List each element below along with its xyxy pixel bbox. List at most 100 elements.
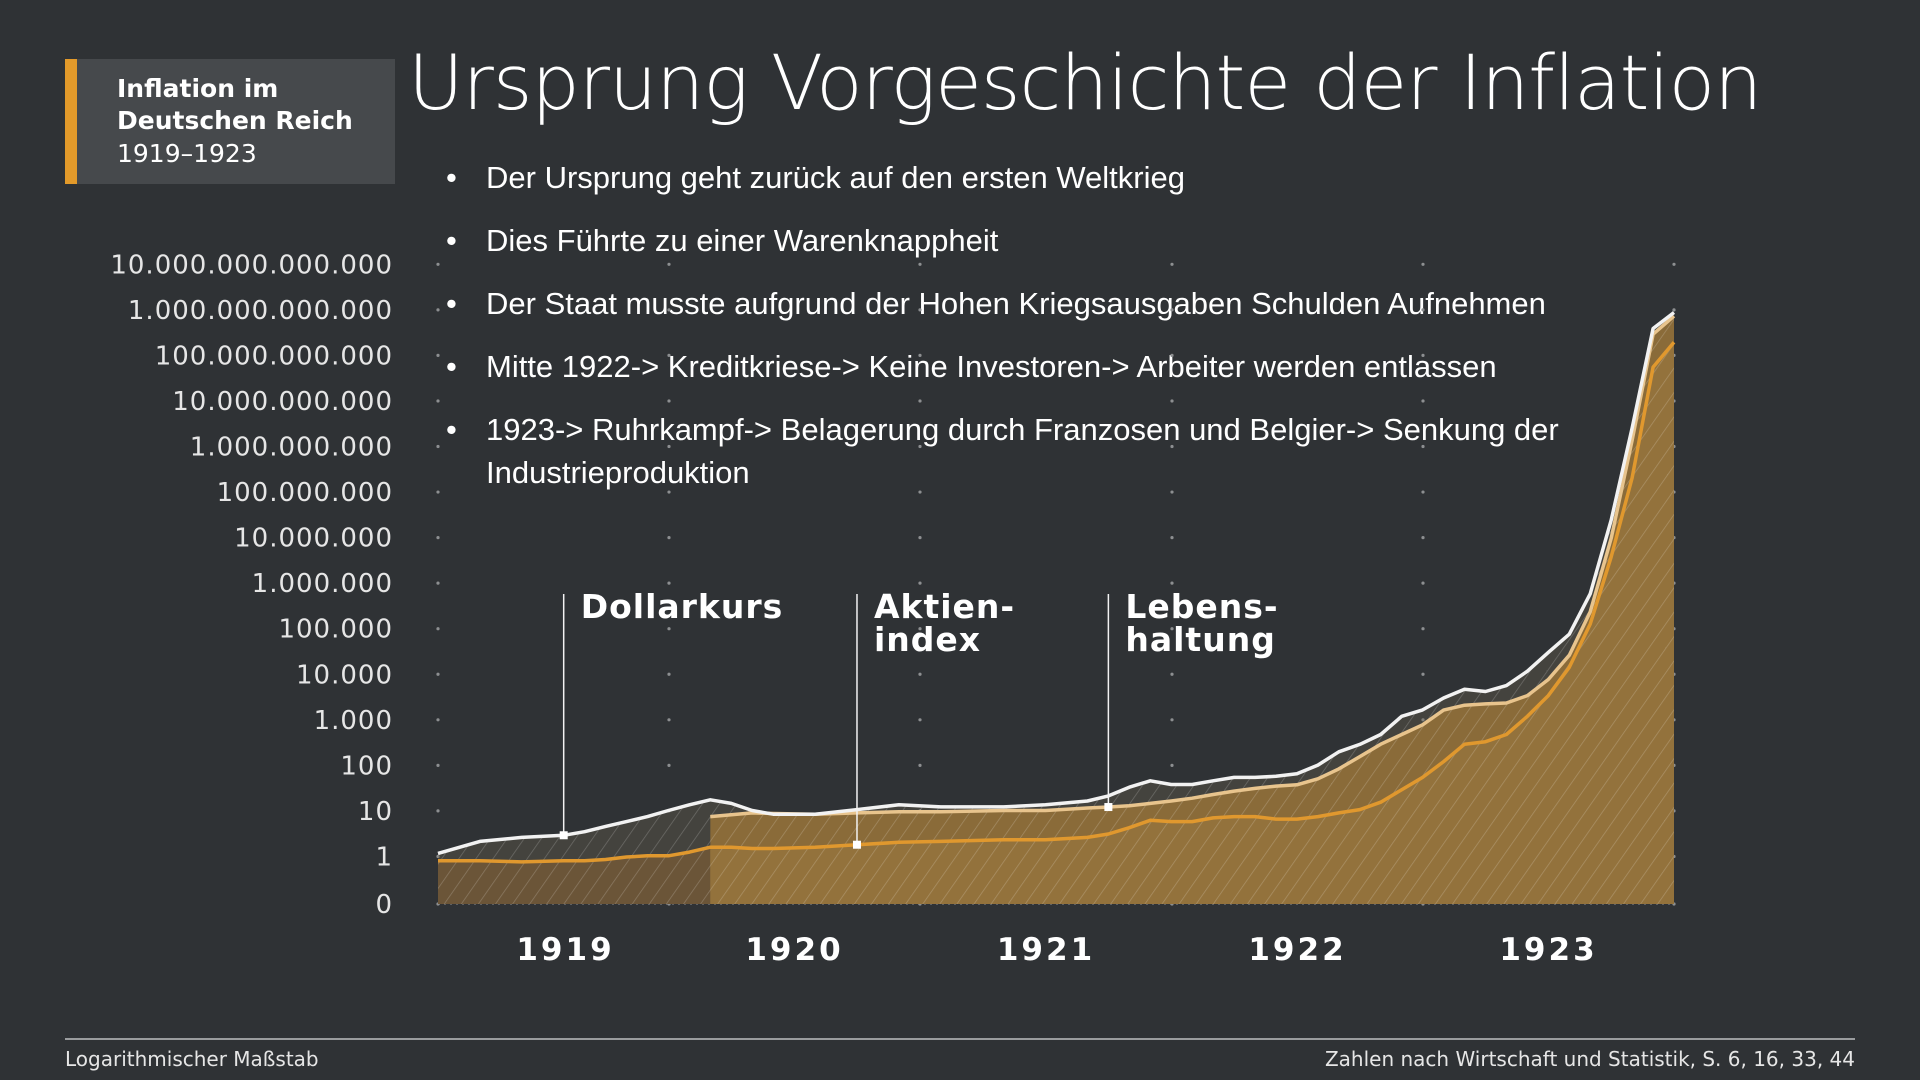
grid-dot [1421, 672, 1425, 676]
grid-dot [667, 627, 671, 631]
y-tick-label: 100.000 [278, 615, 393, 645]
grid-dot [1421, 353, 1425, 357]
bullet-text: Der Ursprung geht zurück auf den ersten … [486, 160, 1185, 195]
grid-dot [667, 399, 671, 403]
grid-dot [1170, 672, 1174, 676]
bullet-item: • Dies Führte zu einer Warenknappheit [446, 219, 1646, 262]
hatch-overlay [438, 312, 1674, 904]
bullet-text: Dies Führte zu einer Warenknappheit [486, 223, 999, 258]
x-tick-label-1922: 1922 [1248, 932, 1346, 968]
bullet-icon: • [446, 160, 457, 195]
y-tick-label: 100.000.000 [217, 478, 393, 508]
y-tick-label: 1.000.000.000.000 [128, 296, 393, 326]
grid-dot [918, 262, 922, 266]
x-tick-label-1919: 1919 [516, 932, 614, 968]
grid-dot [436, 490, 440, 494]
grid-dot [667, 536, 671, 540]
grid-dot [667, 308, 671, 312]
bullet-item: • Mitte 1922-> Kreditkriese-> Keine Inves… [446, 345, 1646, 388]
grid-dot [1421, 262, 1425, 266]
bullet-item: • Der Staat musste aufgrund der Hohen Kri… [446, 282, 1646, 325]
grid-dot [1672, 308, 1676, 312]
slide-title: Ursprung Vorgeschichte der Inflation [408, 38, 1762, 127]
x-tick-label-1921: 1921 [997, 932, 1095, 968]
annotation-label: Lebens- [1125, 587, 1278, 626]
grid-dot [1170, 627, 1174, 631]
y-tick-label: 10.000.000.000.000 [110, 250, 393, 280]
bullet-icon: • [446, 349, 457, 384]
grid-dot [918, 718, 922, 722]
grid-dot [1421, 536, 1425, 540]
annotation-marker [1104, 803, 1113, 812]
grid-dot [918, 536, 922, 540]
bullet-list: • Der Ursprung geht zurück auf den ersten… [446, 156, 1646, 514]
grid-dot [1421, 490, 1425, 494]
grid-dot [436, 308, 440, 312]
grid-dot [667, 262, 671, 266]
grid-dot [436, 262, 440, 266]
grid-dot [1170, 718, 1174, 722]
grid-dot [667, 763, 671, 767]
bullet-icon: • [446, 286, 457, 321]
y-tick-label: 10.000.000.000 [172, 387, 393, 417]
grid-dot [667, 444, 671, 449]
bullet-text: Mitte 1922-> Kreditkriese-> Keine Invest… [486, 349, 1497, 384]
badge-line-2: Deutschen Reich [117, 106, 353, 135]
grid-dot [1170, 763, 1174, 767]
grid-dot [436, 581, 440, 585]
grid-dot [1170, 444, 1174, 449]
grid-dot [918, 763, 922, 767]
grid-dot [1421, 308, 1425, 312]
bullet-text: Der Staat musste aufgrund der Hohen Krie… [486, 286, 1546, 321]
grid-dot [436, 399, 440, 403]
grid-dot [436, 536, 440, 540]
grid-dot [918, 581, 922, 585]
annotation-label: index [874, 620, 981, 659]
grid-dot [436, 444, 440, 449]
grid-dot [1170, 536, 1174, 540]
grid-dot [667, 718, 671, 722]
grid-dot [918, 444, 922, 449]
series-line-lebenshaltung [710, 314, 1676, 819]
grid-dot [1170, 399, 1174, 403]
bullet-icon: • [446, 223, 457, 258]
grid-dot [1170, 262, 1174, 266]
grid-dot [1421, 444, 1425, 449]
annotation-marker [559, 831, 568, 840]
y-tick-label: 0 [375, 890, 393, 920]
bullet-text: 1923-> Ruhrkampf-> Belagerung durch Fran… [486, 412, 1559, 490]
grid-dot [667, 353, 671, 357]
annotation-marker [852, 840, 861, 849]
grid-dot [436, 353, 440, 357]
annotation-label: Dollarkurs [581, 587, 784, 626]
footer-scale-note: Logarithmischer Maßstab [65, 1047, 319, 1071]
badge-line-1: Inflation im [117, 74, 279, 103]
bullet-item: • Der Ursprung geht zurück auf den ersten… [446, 156, 1646, 199]
grid-dot [918, 627, 922, 631]
grid-dot [1672, 262, 1676, 266]
footer-divider [65, 1038, 1855, 1040]
grid-dot [436, 672, 440, 676]
y-tick-label: 10.000.000 [234, 524, 393, 554]
annotation-label: Aktien- [874, 587, 1015, 626]
grid-dot [667, 581, 671, 585]
y-tick-label: 1.000.000.000 [190, 433, 393, 463]
badge-line-3: 1919–1923 [117, 139, 257, 168]
grid-dot [436, 763, 440, 767]
annotation-label: haltung [1125, 620, 1275, 659]
grid-dot [918, 353, 922, 357]
grid-dot [918, 308, 922, 312]
series-line-dollarkurs [437, 311, 1676, 856]
grid-dot [1170, 581, 1174, 585]
grid-dot [1170, 308, 1174, 312]
grid-dot [1170, 490, 1174, 494]
grid-dot [1421, 581, 1425, 585]
bullet-icon: • [446, 412, 457, 447]
x-tick-label-1920: 1920 [745, 932, 843, 968]
y-tick-label: 10 [358, 797, 393, 827]
y-tick-label: 100.000.000.000 [155, 341, 393, 371]
grid-dot [436, 809, 440, 813]
y-tick-label: 1.000.000 [252, 569, 393, 599]
y-tick-label: 100 [340, 751, 393, 781]
